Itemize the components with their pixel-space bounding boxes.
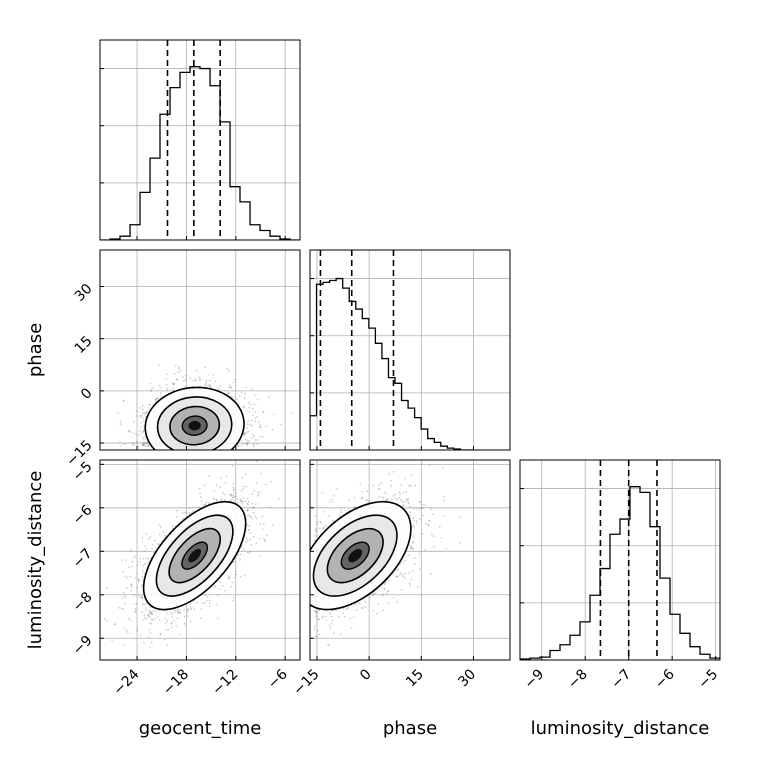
y-tick-label: −9: [70, 633, 96, 659]
panel-phase-vs-luminosity_distance: −15 0 15 30: [290, 459, 511, 699]
y-tick-label: −6: [70, 502, 96, 528]
x-tick-label: −6: [652, 666, 678, 692]
x-tick-label: −6: [265, 666, 291, 692]
x-axis-label-geocent_time: geocent_time: [139, 718, 262, 739]
panel-luminosity_distance-histogram: −9 −8 −7 −6 −5: [519, 459, 721, 692]
y-tick-label: 15: [72, 333, 96, 357]
panel-frame: [309, 459, 511, 661]
x-tick-label: −7: [608, 666, 634, 692]
panel-frame: [519, 459, 721, 661]
x-axis-label-luminosity_distance: luminosity_distance: [531, 718, 710, 739]
histogram-geocent_time: [100, 66, 300, 240]
panel-frame: [99, 459, 301, 661]
y-axis-label-phase: phase: [25, 323, 46, 377]
density-peak: [188, 548, 202, 563]
density-peak: [348, 548, 363, 563]
histogram-phase: [310, 277, 474, 450]
y-tick-label: −7: [70, 546, 96, 572]
panel-phase-histogram: [309, 249, 511, 451]
y-tick-label: −8: [70, 589, 96, 615]
x-tick-label: −12: [209, 666, 241, 698]
x-tick-label: 15: [403, 666, 427, 690]
x-tick-label: −8: [565, 666, 591, 692]
x-tick-label: 0: [357, 666, 375, 684]
panel-frame: [99, 249, 301, 451]
x-axis-label-phase: phase: [383, 718, 437, 739]
y-tick-label: 0: [78, 385, 96, 403]
y-axis-label-luminosity_distance: luminosity_distance: [25, 471, 46, 650]
x-tick-label: 30: [455, 666, 479, 690]
x-tick-label: −5: [695, 666, 721, 692]
x-tick-label: −9: [521, 666, 547, 692]
density-peak: [188, 420, 201, 431]
panel-frame: [99, 39, 301, 241]
panel-geocent_time-vs-luminosity_distance: −24 −18 −12 −6−9−8−7−6−5: [70, 459, 301, 699]
x-tick-label: −15: [290, 666, 322, 698]
y-tick-label: 30: [72, 281, 96, 305]
x-tick-label: −24: [110, 666, 142, 698]
panel-frame: [309, 249, 511, 451]
histogram-luminosity_distance: [520, 486, 720, 660]
x-tick-label: −18: [160, 666, 192, 698]
panel-geocent_time-histogram: [99, 39, 301, 241]
